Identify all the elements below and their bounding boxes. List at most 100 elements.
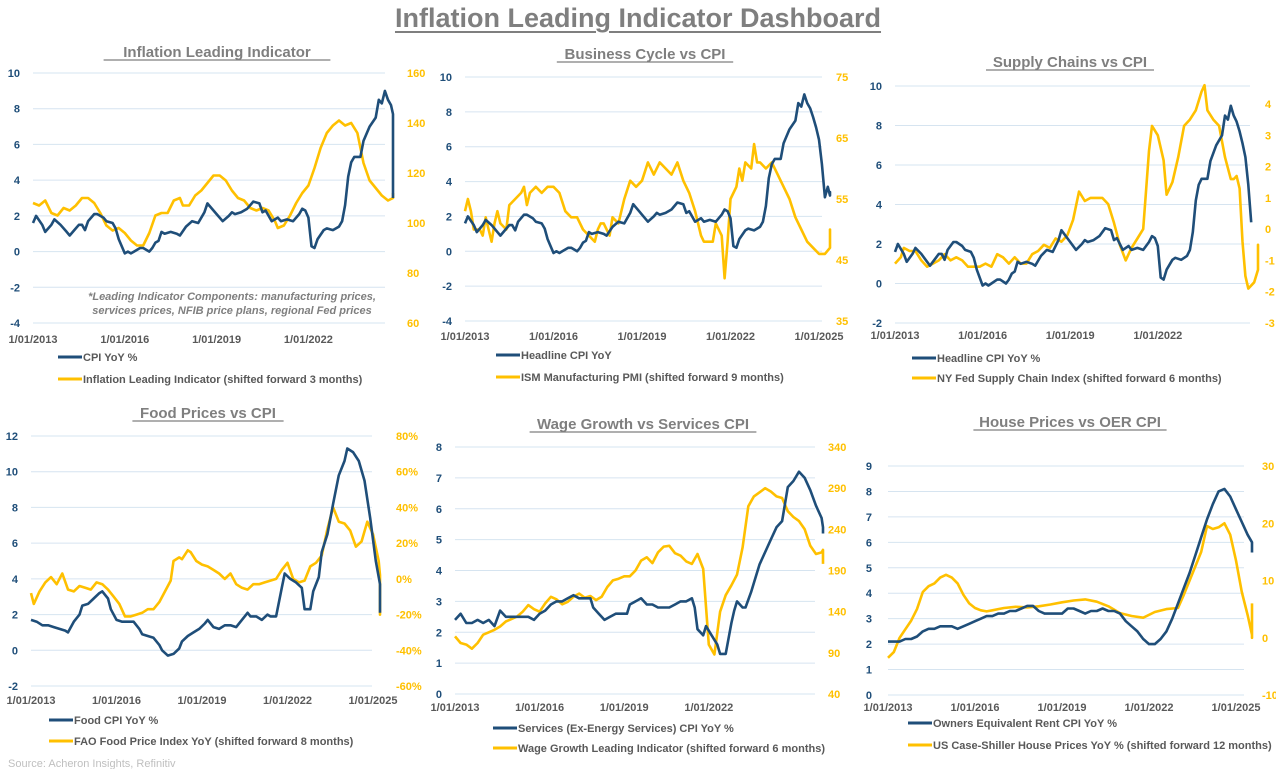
right-axis-tick-label: 75 — [836, 72, 848, 84]
left-axis-tick-label: 5 — [866, 563, 872, 575]
charts-group: Inflation Leading Indicator-4-2024681060… — [6, 44, 1276, 755]
right-axis-tick-label: 160 — [407, 68, 425, 80]
left-axis-tick-label: 2 — [866, 639, 872, 651]
legend-label: Headline CPI YoY — [521, 350, 612, 362]
right-axis-tick-label: 80 — [407, 268, 419, 280]
left-axis-tick-label: 0 — [436, 689, 442, 701]
x-axis-tick-label: 1/01/2019 — [1046, 330, 1095, 342]
legend-label: FAO Food Price Index YoY (shifted forwar… — [74, 736, 354, 748]
left-axis-tick-label: 2 — [446, 211, 452, 223]
left-axis-tick-label: 3 — [866, 614, 872, 626]
chart-1: Inflation Leading Indicator -4 -2 0 2 4 6 8 10 60… — [8, 44, 426, 386]
x-axis-tick-label: 1/01/2019 — [600, 702, 649, 714]
legend-label: Services (Ex-Energy Services) CPI YoY % — [518, 723, 734, 735]
dashboard-title: Inflation Leading Indicator Dashboard — [0, 3, 1276, 34]
left-axis-tick-label: 8 — [866, 486, 872, 498]
right-axis-tick-label: 40% — [396, 502, 418, 514]
left-axis-tick-label: 10 — [870, 81, 882, 93]
source-note: Source: Acheron Insights, Refinitiv — [8, 758, 176, 769]
right-axis-tick-label: -1 — [1265, 255, 1275, 267]
chart-note: services prices, NFIB price plans, regio… — [92, 305, 371, 317]
right-axis-tick-label: 10 — [1262, 576, 1274, 588]
chart-title: Supply Chains vs CPI — [993, 54, 1147, 71]
x-axis-tick-label: 1/01/2022 — [1125, 702, 1174, 714]
right-axis-tick-label: 55 — [836, 194, 848, 206]
chart-3: Supply Chains vs CPI -2 0 2 4 6 8 10 -3 -2 -1 0 1 2 3 4… — [870, 54, 1275, 385]
chart-title: Food Prices vs CPI — [140, 405, 276, 422]
x-axis-tick-label: 1/01/2025 — [795, 331, 844, 343]
series-line-secondary — [887, 521, 1254, 659]
series-line-secondary — [32, 119, 395, 247]
left-axis-tick-label: 10 — [8, 68, 20, 80]
right-axis-tick-label: 3 — [1265, 130, 1271, 142]
x-axis-tick-label: 1/01/2016 — [529, 331, 578, 343]
right-axis-tick-label: 290 — [828, 483, 846, 495]
x-axis-tick-label: 1/01/2022 — [284, 334, 333, 346]
right-axis-tick-label: 45 — [836, 255, 848, 267]
chart-title: Inflation Leading Indicator — [123, 44, 311, 61]
right-axis-tick-label: 2 — [1265, 162, 1271, 174]
dashboard-title-text: Inflation Leading Indicator Dashboard — [394, 3, 882, 33]
chart-title: Business Cycle vs CPI — [565, 46, 726, 63]
right-axis-tick-label: -60% — [396, 681, 422, 693]
right-axis-tick-label: 100 — [407, 218, 425, 230]
right-axis-tick-label: -10 — [1262, 690, 1276, 702]
left-axis-tick-label: 3 — [436, 596, 442, 608]
right-axis-tick-label: 60% — [396, 467, 418, 479]
left-axis-tick-label: 4 — [446, 177, 453, 189]
right-axis-tick-label: 35 — [836, 316, 848, 328]
series-line-secondary — [454, 486, 825, 656]
chart-note: *Leading Indicator Components: manufactu… — [88, 291, 376, 303]
x-axis-tick-label: 1/01/2019 — [178, 695, 227, 707]
right-axis-tick-label: 30 — [1262, 461, 1274, 473]
series-line-primary — [454, 470, 825, 656]
left-axis-tick-label: 6 — [876, 160, 882, 172]
left-axis-tick-label: 4 — [14, 175, 21, 187]
chart-5: Wage Growth vs Services CPI 0 1 2 3 4 5 6 7 8 40 90… — [431, 416, 847, 755]
left-axis-tick-label: 8 — [876, 121, 882, 133]
left-axis-tick-label: 4 — [876, 200, 883, 212]
legend-label: NY Fed Supply Chain Index (shifted forwa… — [937, 373, 1222, 385]
x-axis-tick-label: 1/01/2019 — [192, 334, 241, 346]
left-axis-tick-label: 2 — [14, 211, 20, 223]
x-axis-tick-label: 1/01/2013 — [871, 330, 920, 342]
left-axis-tick-label: 8 — [14, 104, 20, 116]
legend-label: CPI YoY % — [83, 352, 138, 364]
x-axis-tick-label: 1/01/2016 — [951, 702, 1000, 714]
right-axis-tick-label: -40% — [396, 645, 422, 657]
legend-label: ISM Manufacturing PMI (shifted forward 9… — [521, 372, 784, 384]
left-axis-tick-label: 8 — [446, 107, 452, 119]
chart-title: House Prices vs OER CPI — [979, 414, 1161, 431]
x-axis-tick-label: 1/01/2013 — [9, 334, 58, 346]
left-axis-tick-label: 4 — [866, 588, 873, 600]
left-axis-tick-label: 0 — [876, 279, 882, 291]
legend-label: Headline CPI YoY % — [937, 353, 1041, 365]
right-axis-tick-label: 0 — [1265, 224, 1271, 236]
right-axis-tick-label: 0 — [1262, 633, 1268, 645]
left-axis-tick-label: 2 — [12, 610, 18, 622]
left-axis-tick-label: -4 — [442, 316, 453, 328]
right-axis-tick-label: 120 — [407, 168, 425, 180]
right-axis-tick-label: 1 — [1265, 193, 1271, 205]
chart-4: Food Prices vs CPI -2 0 2 4 6 8 10 12 -60% -40% -20… — [6, 405, 422, 748]
left-axis-tick-label: 6 — [14, 139, 20, 151]
left-axis-tick-label: 6 — [12, 538, 18, 550]
x-axis-tick-label: 1/01/2022 — [684, 702, 733, 714]
left-axis-tick-label: -2 — [8, 681, 18, 693]
left-axis-tick-label: 7 — [436, 473, 442, 485]
left-axis-tick-label: -2 — [442, 281, 452, 293]
x-axis-tick-label: 1/01/2013 — [441, 331, 490, 343]
legend-label: Food CPI YoY % — [74, 715, 159, 727]
left-axis-tick-label: -4 — [10, 318, 21, 330]
left-axis-tick-label: 1 — [436, 658, 442, 670]
left-axis-tick-label: 4 — [12, 574, 19, 586]
left-axis-tick-label: -2 — [10, 282, 20, 294]
right-axis-tick-label: 90 — [828, 648, 840, 660]
x-axis-tick-label: 1/01/2022 — [263, 695, 312, 707]
left-axis-tick-label: 5 — [436, 535, 442, 547]
right-axis-tick-label: 20 — [1262, 518, 1274, 530]
right-axis-tick-label: 190 — [828, 566, 846, 578]
legend-label: Wage Growth Leading Indicator (shifted f… — [518, 743, 825, 755]
series-line-primary — [888, 487, 1254, 646]
